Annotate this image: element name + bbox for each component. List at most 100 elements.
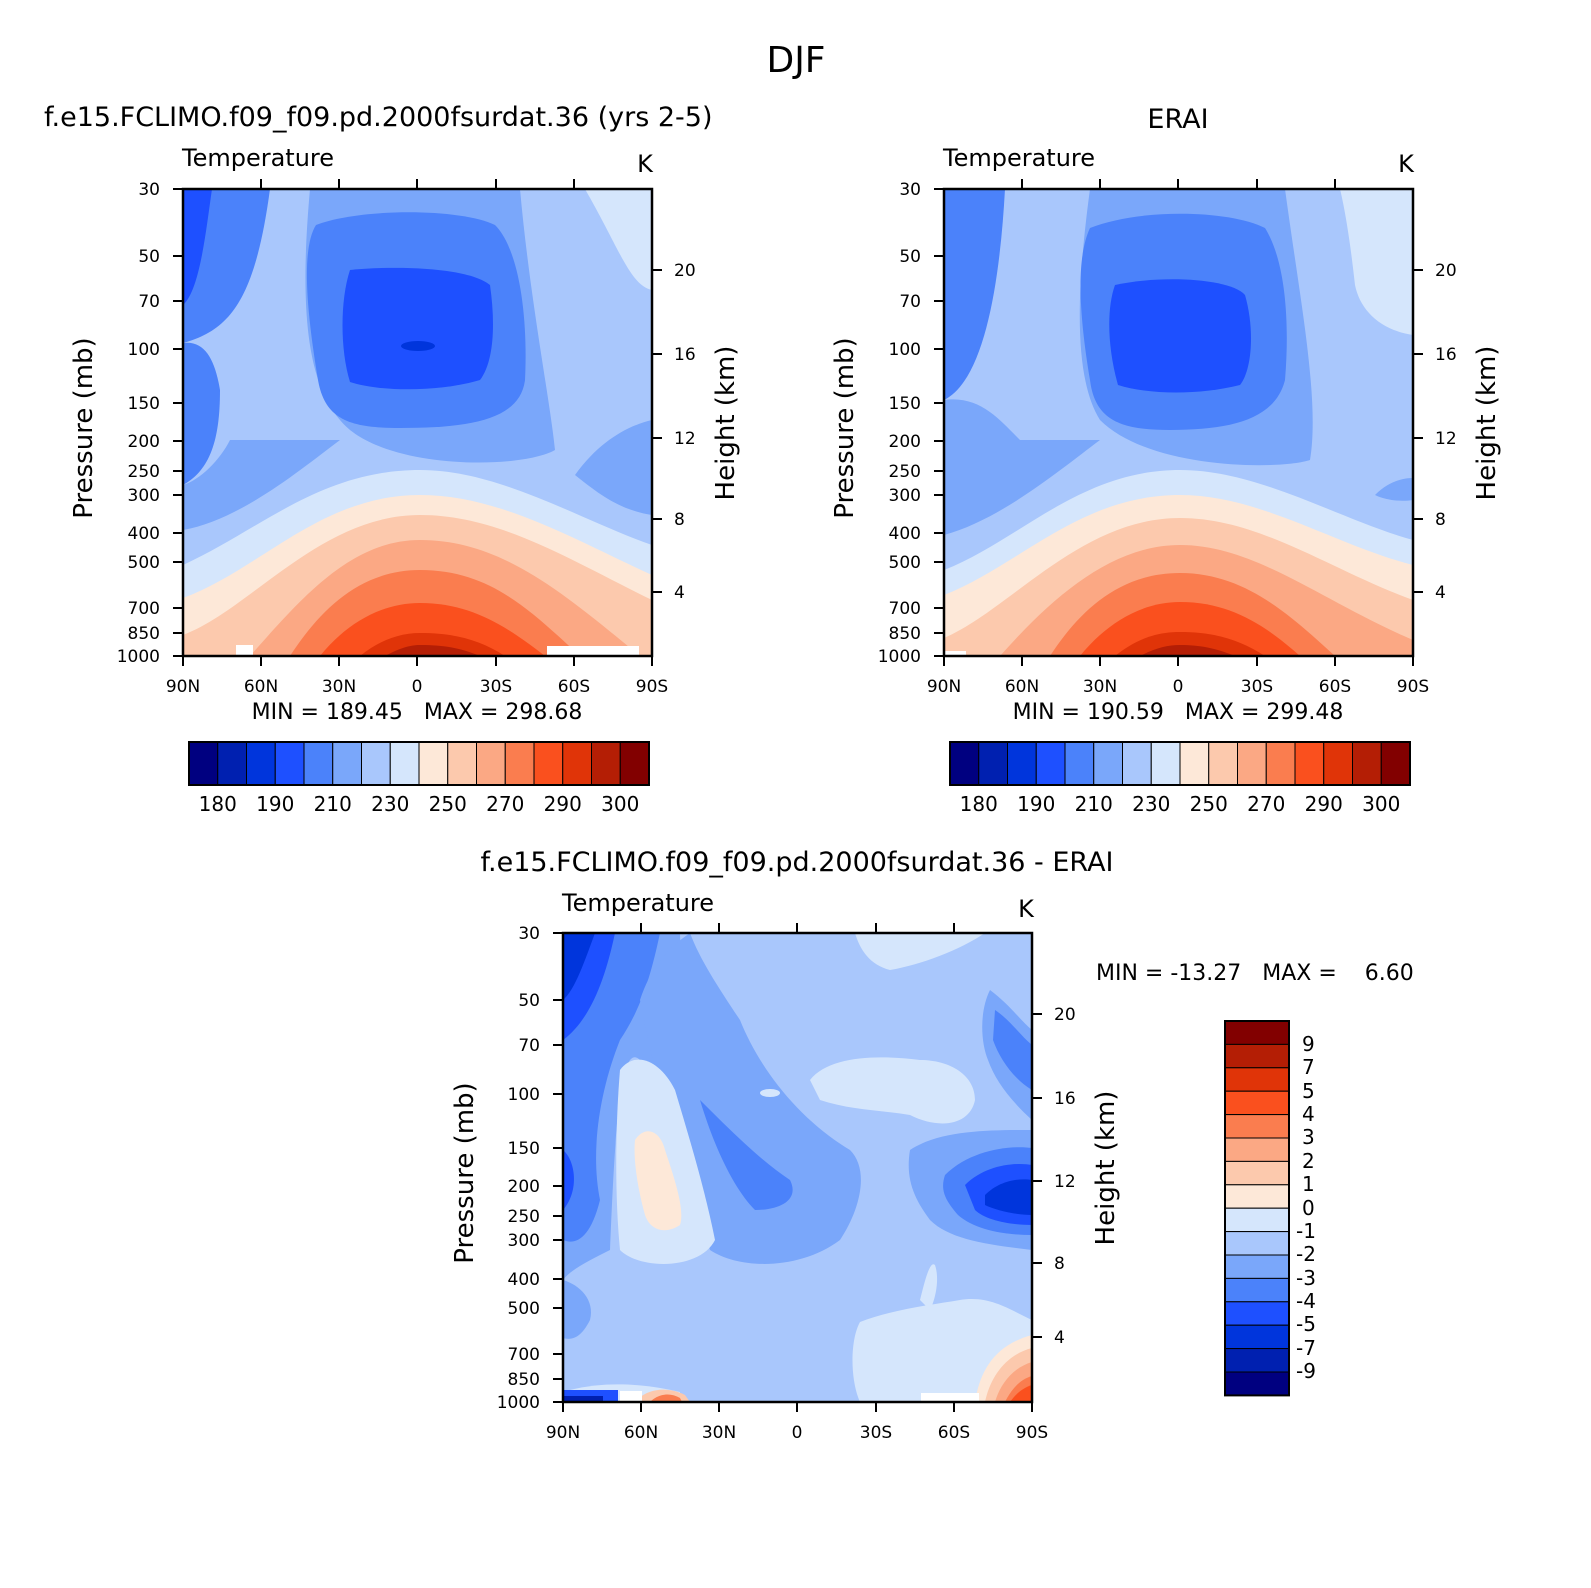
colorbar-swatch bbox=[1224, 1090, 1290, 1116]
colorbar-swatch bbox=[1323, 741, 1353, 786]
y-tick-label: 1000 bbox=[878, 647, 921, 667]
y2-tick-label: 4 bbox=[674, 583, 685, 603]
y2-tick-label: 20 bbox=[1054, 1005, 1076, 1025]
missing-data bbox=[921, 1393, 979, 1402]
colorbar-swatch bbox=[978, 741, 1008, 786]
y-tick-label: 100 bbox=[508, 1085, 540, 1105]
colorbar-swatch bbox=[1224, 1231, 1290, 1256]
contour-fill bbox=[985, 1179, 1032, 1215]
colorbar-swatch bbox=[476, 741, 506, 786]
contour-fill bbox=[634, 1131, 682, 1231]
colorbar-swatch bbox=[1208, 741, 1238, 786]
colorbar-label: 7 bbox=[1302, 1055, 1315, 1079]
contour-fill bbox=[563, 1150, 574, 1210]
y-tick-label: 30 bbox=[138, 180, 160, 200]
panel-obs-subtitle-left: Temperature bbox=[942, 144, 1095, 172]
y2-tick-label: 12 bbox=[674, 429, 696, 449]
y-tick-label: 200 bbox=[508, 1177, 540, 1197]
y-tick-label: 150 bbox=[128, 394, 160, 414]
colorbar-swatch bbox=[1179, 741, 1210, 786]
panel-model-yaxis: 30 50 70 100 150 200 250 300 400 500 700… bbox=[69, 180, 183, 667]
contour-fill bbox=[855, 933, 985, 970]
panel-obs-contours bbox=[944, 189, 1413, 656]
contour-fill bbox=[1109, 279, 1252, 393]
y-tick-label: 700 bbox=[128, 599, 160, 619]
panel-obs-colorbar: 180 190 210 230 250 270 290 300 bbox=[949, 741, 1411, 816]
colorbar-label: -2 bbox=[1296, 1242, 1316, 1266]
y-tick-label: 850 bbox=[889, 624, 921, 644]
y-tick-label: 100 bbox=[128, 340, 160, 360]
contour-fill bbox=[920, 1264, 938, 1310]
contour-fill bbox=[183, 342, 220, 485]
y2-tick-label: 16 bbox=[1435, 345, 1457, 365]
y-tick-label: 1000 bbox=[117, 647, 160, 667]
colorbar-label: 300 bbox=[1362, 792, 1400, 816]
colorbar-swatch bbox=[1093, 741, 1123, 786]
colorbar-label: 180 bbox=[199, 792, 237, 816]
y-axis-label: Pressure (mb) bbox=[830, 337, 860, 518]
colorbar-swatch bbox=[1224, 1184, 1290, 1209]
panel-diff-y2axis: 20 16 12 8 4 Height (km) bbox=[1032, 1005, 1121, 1348]
y2-tick-label: 8 bbox=[674, 510, 685, 530]
y-tick-label: 300 bbox=[128, 486, 160, 506]
colorbar-swatch bbox=[591, 741, 621, 786]
colorbar-swatch bbox=[188, 741, 219, 786]
panel-diff: f.e15.FCLIMO.f09_f09.pd.2000fsurdat.36 -… bbox=[450, 847, 1414, 1443]
colorbar-label: 290 bbox=[544, 792, 582, 816]
missing-data bbox=[620, 1391, 642, 1402]
missing-data bbox=[547, 646, 639, 656]
colorbar-swatch bbox=[418, 741, 449, 786]
panel-diff-subtitle-right: K bbox=[1018, 895, 1035, 923]
y2-tick-label: 20 bbox=[1435, 261, 1457, 281]
colorbar-swatch bbox=[1265, 741, 1296, 786]
colorbar-swatch bbox=[303, 741, 334, 786]
colorbar-label: 9 bbox=[1302, 1032, 1315, 1056]
contour-fill bbox=[563, 1280, 591, 1339]
x-tick-label: 0 bbox=[412, 677, 423, 697]
colorbar-swatch bbox=[361, 741, 391, 786]
contour-fill bbox=[650, 1394, 682, 1402]
colorbar-label: 190 bbox=[256, 792, 294, 816]
panel-obs-subtitle-right: K bbox=[1398, 150, 1415, 178]
contour-fill bbox=[563, 933, 595, 1000]
contour-fill bbox=[563, 1396, 603, 1402]
colorbar-swatch bbox=[1064, 741, 1095, 786]
panel-model: f.e15.FCLIMO.f09_f09.pd.2000fsurdat.36 (… bbox=[44, 102, 741, 816]
y-tick-label: 50 bbox=[518, 991, 540, 1011]
colorbar-swatch bbox=[1224, 1348, 1290, 1373]
y-tick-label: 700 bbox=[889, 599, 921, 619]
x-tick-label: 90S bbox=[1016, 1423, 1048, 1443]
y-tick-label: 70 bbox=[518, 1036, 540, 1056]
colorbar-swatch bbox=[1224, 1254, 1290, 1279]
colorbar-swatch bbox=[1224, 1020, 1290, 1045]
y-tick-label: 300 bbox=[508, 1231, 540, 1251]
contour-fill bbox=[944, 189, 1005, 400]
x-tick-label: 90N bbox=[927, 677, 961, 697]
y-tick-label: 250 bbox=[889, 462, 921, 482]
y-tick-label: 70 bbox=[899, 292, 921, 312]
y-tick-label: 400 bbox=[128, 524, 160, 544]
panel-obs-yaxis: 30 50 70 100 150 200 250 300 400 500 700… bbox=[830, 180, 944, 667]
colorbar-label: -5 bbox=[1296, 1312, 1316, 1336]
colorbar-swatch bbox=[1352, 741, 1382, 786]
y2-axis-label: Height (km) bbox=[1091, 1091, 1121, 1246]
colorbar-swatch bbox=[332, 741, 362, 786]
colorbar-label: 0 bbox=[1302, 1196, 1315, 1220]
contour-fill bbox=[1115, 632, 1265, 656]
panel-diff-yaxis: 30 50 70 100 150 200 250 300 400 500 700… bbox=[450, 924, 563, 1413]
colorbar-label: -1 bbox=[1296, 1219, 1316, 1243]
x-tick-label: 0 bbox=[792, 1423, 803, 1443]
colorbar-label: 5 bbox=[1302, 1079, 1315, 1103]
x-tick-label: 90N bbox=[546, 1423, 580, 1443]
y-tick-label: 150 bbox=[889, 394, 921, 414]
colorbar-swatch bbox=[1122, 741, 1152, 786]
y-tick-label: 400 bbox=[508, 1270, 540, 1290]
y-tick-label: 30 bbox=[899, 180, 921, 200]
contour-fill bbox=[1140, 645, 1235, 656]
y-tick-label: 200 bbox=[889, 432, 921, 452]
y2-tick-label: 16 bbox=[674, 345, 696, 365]
colorbar-label: -4 bbox=[1296, 1289, 1316, 1313]
panel-model-subtitle-right: K bbox=[637, 150, 654, 178]
y-tick-label: 150 bbox=[508, 1139, 540, 1159]
